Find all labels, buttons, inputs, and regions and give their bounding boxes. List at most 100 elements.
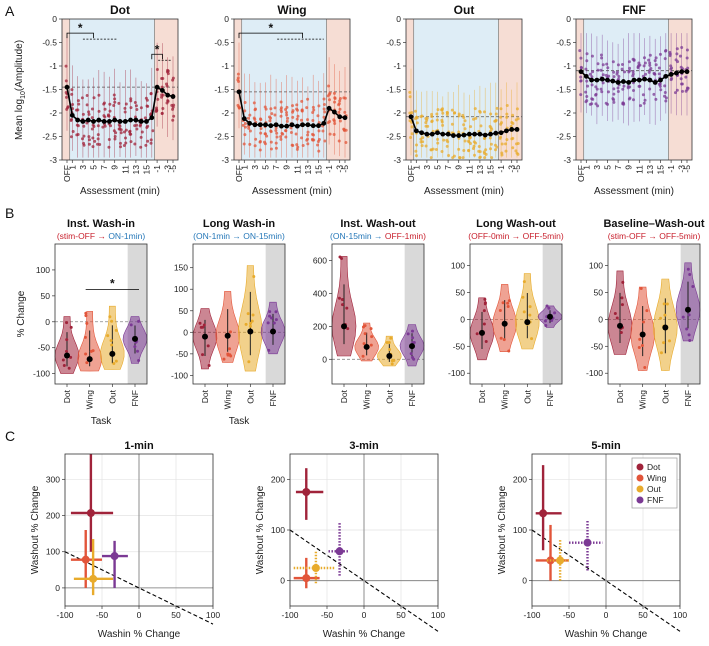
data-point xyxy=(457,147,461,151)
data-point xyxy=(484,152,488,156)
data-point xyxy=(107,145,111,149)
mean-point xyxy=(408,114,414,120)
panel-subtitle: (ON-1min → ON-15min) xyxy=(193,231,285,241)
data-point xyxy=(76,108,80,112)
data-point xyxy=(300,136,304,140)
mean-point xyxy=(578,69,584,75)
data-point xyxy=(499,336,503,340)
data-point xyxy=(585,94,589,98)
subtitle-segment: ( xyxy=(193,231,196,241)
median-point xyxy=(547,313,553,320)
x-tick-label: 50 xyxy=(396,610,406,620)
x-axis-label: Washin % Change xyxy=(98,629,181,640)
data-point xyxy=(445,113,449,117)
data-point xyxy=(663,91,667,95)
x-tick-label: -1 xyxy=(496,165,506,173)
data-point xyxy=(291,144,295,148)
data-point xyxy=(145,126,149,130)
data-point xyxy=(599,87,603,91)
y-tick-label: 100 xyxy=(46,547,60,557)
data-point xyxy=(108,315,112,319)
data-point xyxy=(166,99,170,103)
data-point xyxy=(70,88,74,92)
data-point xyxy=(90,127,94,131)
data-point xyxy=(679,65,683,69)
data-point xyxy=(149,141,153,145)
mean-point xyxy=(337,114,343,120)
data-point xyxy=(584,67,588,71)
subtitle-segment: → xyxy=(509,231,522,241)
data-point xyxy=(338,97,342,101)
data-point xyxy=(166,72,170,76)
data-point xyxy=(134,104,138,108)
x-tick-label: 1 xyxy=(67,165,77,170)
data-point xyxy=(62,364,66,368)
mean-point xyxy=(668,72,674,77)
mean-point xyxy=(310,123,316,129)
subtitle-segment: ON-15min xyxy=(243,231,282,241)
data-point xyxy=(612,92,616,96)
data-point xyxy=(638,337,642,341)
mean-point xyxy=(493,130,499,136)
y-tick-label: 0 xyxy=(45,317,50,327)
mean-point xyxy=(107,119,112,124)
data-point xyxy=(323,139,327,143)
legend-label: Wing xyxy=(647,473,667,483)
data-point xyxy=(584,90,588,94)
y-tick-label: 0 xyxy=(396,14,401,24)
legend-label: Dot xyxy=(647,462,661,472)
data-point xyxy=(436,141,440,145)
data-point xyxy=(273,106,277,110)
data-point xyxy=(259,118,263,122)
data-point xyxy=(344,141,348,145)
x-tick-label: 1 xyxy=(239,165,249,170)
data-point xyxy=(135,127,139,131)
panel-title: 1-min xyxy=(124,440,154,452)
data-point xyxy=(113,97,117,101)
data-point xyxy=(688,272,692,276)
data-point xyxy=(84,314,88,318)
mean-point xyxy=(75,117,80,123)
mean-point xyxy=(112,117,118,123)
data-point xyxy=(463,127,467,131)
data-point xyxy=(143,116,147,120)
data-point xyxy=(274,310,278,314)
data-point xyxy=(389,336,393,340)
data-point xyxy=(139,135,143,139)
point-FNF xyxy=(335,547,344,556)
data-point xyxy=(483,156,487,160)
data-point xyxy=(474,116,478,120)
data-point xyxy=(590,75,594,79)
data-point xyxy=(415,121,419,125)
data-point xyxy=(279,114,283,118)
data-point xyxy=(445,144,449,148)
data-point xyxy=(590,83,594,87)
data-point xyxy=(664,96,668,100)
data-point xyxy=(502,338,506,342)
y-tick-label: -2 xyxy=(563,108,571,118)
data-point xyxy=(270,112,274,116)
median-point xyxy=(363,343,370,350)
y-tick-label: -50 xyxy=(453,341,466,351)
data-point xyxy=(483,297,487,301)
data-point xyxy=(237,80,241,84)
data-point xyxy=(246,116,250,120)
data-point xyxy=(275,131,279,135)
mean-point xyxy=(419,130,424,136)
panel-title: FNF xyxy=(622,3,645,17)
mean-point xyxy=(594,77,600,83)
x-tick-label: Dot xyxy=(477,389,487,403)
data-point xyxy=(340,256,344,260)
data-point xyxy=(124,136,128,140)
data-point xyxy=(300,99,304,103)
data-point xyxy=(248,113,252,117)
data-point xyxy=(343,110,347,114)
median-point xyxy=(341,323,347,330)
data-point xyxy=(129,106,133,110)
data-point xyxy=(388,347,392,351)
x-tick-label: -50 xyxy=(321,610,334,620)
x-axis-label: Assessment (min) xyxy=(424,186,504,197)
point-Dot xyxy=(539,509,548,518)
data-point xyxy=(113,137,117,141)
mean-point xyxy=(456,133,462,138)
